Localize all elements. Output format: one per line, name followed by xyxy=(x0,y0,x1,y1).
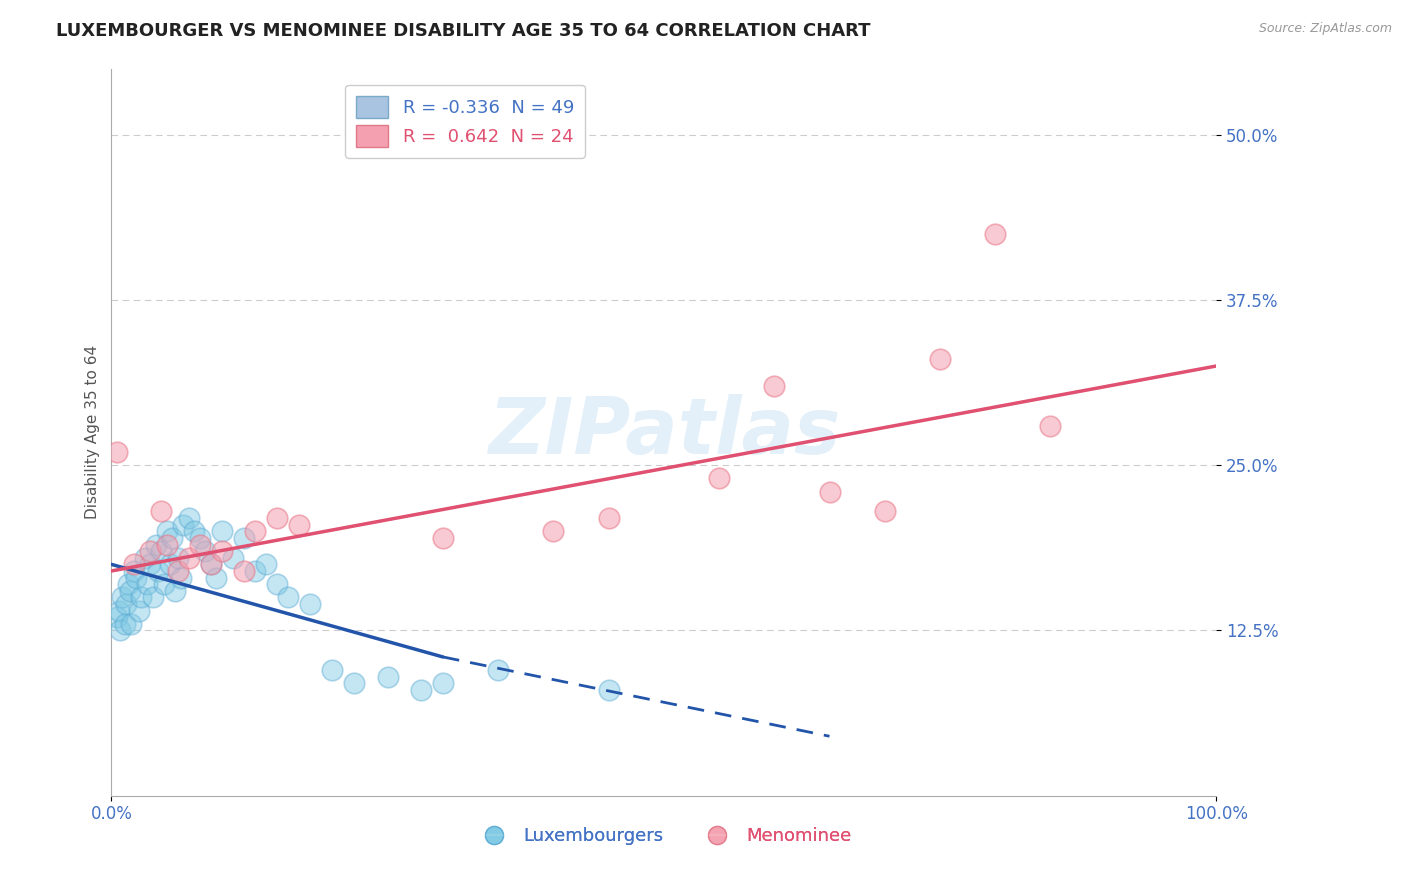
Point xyxy=(707,471,730,485)
Point xyxy=(122,564,145,578)
Point xyxy=(763,379,786,393)
Point xyxy=(156,537,179,551)
Point xyxy=(432,676,454,690)
Point xyxy=(929,352,952,367)
Point xyxy=(128,604,150,618)
Point xyxy=(200,558,222,572)
Point xyxy=(114,616,136,631)
Point xyxy=(134,550,156,565)
Point xyxy=(156,524,179,539)
Point xyxy=(153,577,176,591)
Point xyxy=(139,544,162,558)
Point xyxy=(299,597,322,611)
Legend: Luxembourgers, Menominee: Luxembourgers, Menominee xyxy=(468,820,859,852)
Point xyxy=(233,564,256,578)
Point xyxy=(984,227,1007,241)
Point xyxy=(150,544,173,558)
Point xyxy=(150,504,173,518)
Point xyxy=(266,577,288,591)
Point xyxy=(486,663,509,677)
Point xyxy=(873,504,896,518)
Point xyxy=(598,511,620,525)
Point xyxy=(432,531,454,545)
Point xyxy=(277,591,299,605)
Point xyxy=(243,524,266,539)
Point xyxy=(172,517,194,532)
Point xyxy=(139,558,162,572)
Text: Source: ZipAtlas.com: Source: ZipAtlas.com xyxy=(1258,22,1392,36)
Point xyxy=(114,597,136,611)
Point xyxy=(818,484,841,499)
Point xyxy=(243,564,266,578)
Point xyxy=(183,524,205,539)
Point xyxy=(117,577,139,591)
Point xyxy=(266,511,288,525)
Point xyxy=(170,571,193,585)
Point xyxy=(108,604,131,618)
Point xyxy=(543,524,565,539)
Point xyxy=(409,683,432,698)
Point xyxy=(377,670,399,684)
Point xyxy=(120,616,142,631)
Point xyxy=(160,531,183,545)
Point xyxy=(321,663,343,677)
Point xyxy=(177,550,200,565)
Point xyxy=(188,537,211,551)
Point xyxy=(165,583,187,598)
Point xyxy=(111,591,134,605)
Point xyxy=(598,683,620,698)
Point xyxy=(343,676,366,690)
Point xyxy=(146,564,169,578)
Point xyxy=(142,591,165,605)
Point xyxy=(125,571,148,585)
Point xyxy=(211,524,233,539)
Point xyxy=(233,531,256,545)
Point xyxy=(135,577,157,591)
Point xyxy=(188,531,211,545)
Point xyxy=(254,558,277,572)
Point xyxy=(194,544,217,558)
Point xyxy=(110,624,132,638)
Point xyxy=(166,564,188,578)
Point xyxy=(211,544,233,558)
Point xyxy=(222,550,245,565)
Point xyxy=(145,537,167,551)
Point xyxy=(105,445,128,459)
Point xyxy=(120,583,142,598)
Point xyxy=(1039,418,1062,433)
Point xyxy=(122,558,145,572)
Point xyxy=(177,511,200,525)
Text: ZIPatlas: ZIPatlas xyxy=(488,394,839,470)
Text: LUXEMBOURGER VS MENOMINEE DISABILITY AGE 35 TO 64 CORRELATION CHART: LUXEMBOURGER VS MENOMINEE DISABILITY AGE… xyxy=(56,22,870,40)
Point xyxy=(159,558,181,572)
Point xyxy=(288,517,311,532)
Y-axis label: Disability Age 35 to 64: Disability Age 35 to 64 xyxy=(86,345,100,519)
Point xyxy=(166,550,188,565)
Point xyxy=(129,591,152,605)
Point xyxy=(200,558,222,572)
Point xyxy=(105,610,128,624)
Point xyxy=(205,571,228,585)
